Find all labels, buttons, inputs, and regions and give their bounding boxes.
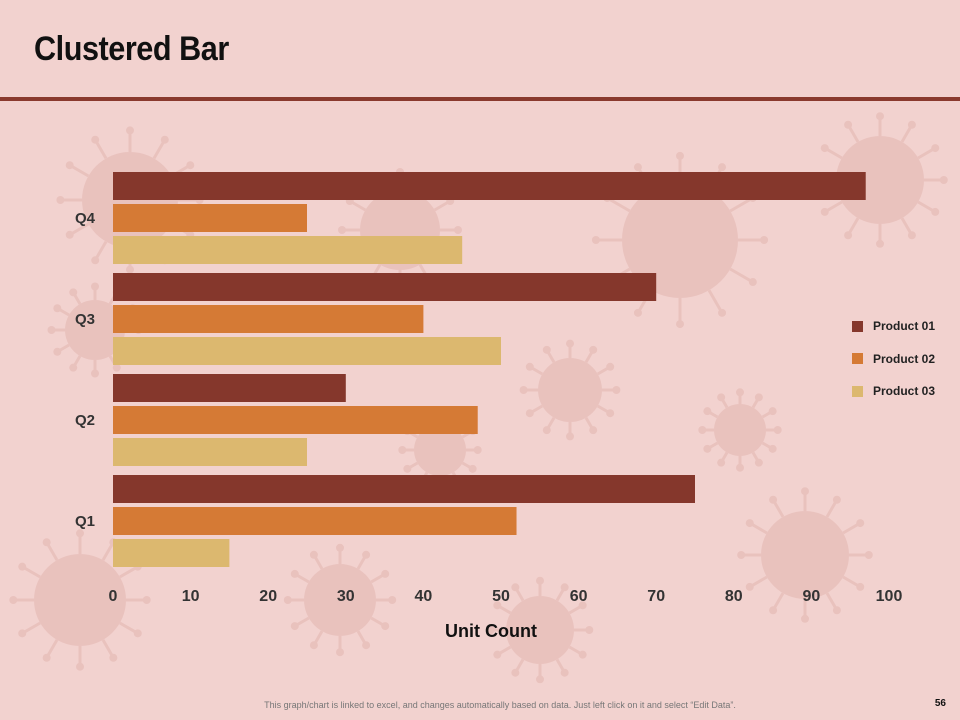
legend-item-product-03: Product 03 xyxy=(852,383,935,399)
bar-q1-product-02 xyxy=(113,507,517,535)
legend-swatch xyxy=(852,320,863,332)
bar-q4-product-02 xyxy=(113,204,307,232)
footer-note: This graph/chart is linked to excel, and… xyxy=(264,700,736,710)
x-tick-label: 0 xyxy=(109,588,118,605)
x-tick-label: 10 xyxy=(182,588,200,605)
virus-decoration xyxy=(486,576,594,684)
page-number: 56 xyxy=(934,698,946,709)
bar-q4-product-01 xyxy=(113,172,866,200)
virus-decoration xyxy=(737,487,873,623)
slide-title: Clustered Bar xyxy=(34,30,229,68)
y-tick-label: Q1 xyxy=(75,513,95,530)
x-tick-label: 70 xyxy=(647,588,665,605)
legend-swatch xyxy=(852,353,863,364)
y-tick-label: Q4 xyxy=(75,210,96,227)
bar-q1-product-03 xyxy=(113,539,230,567)
x-axis-label: Unit Count xyxy=(445,621,537,641)
legend-label: Product 02 xyxy=(873,351,936,366)
bar-q3-product-03 xyxy=(113,337,501,365)
legend-item-product-02: Product 02 xyxy=(852,351,935,367)
bar-q1-product-01 xyxy=(113,475,695,503)
bar-q4-product-03 xyxy=(113,236,463,264)
x-tick-label: 80 xyxy=(725,588,743,605)
legend-label: Product 01 xyxy=(873,319,936,333)
bar-q3-product-02 xyxy=(113,305,424,333)
virus-decoration xyxy=(519,339,621,441)
bar-q3-product-01 xyxy=(113,273,657,301)
bar-q2-product-03 xyxy=(113,438,307,466)
legend-swatch xyxy=(852,385,863,397)
x-tick-label: 60 xyxy=(570,588,588,605)
legend-label: Product 03 xyxy=(873,384,936,398)
virus-decoration xyxy=(698,388,782,472)
x-tick-label: 100 xyxy=(876,588,903,605)
x-tick-label: 30 xyxy=(337,588,355,605)
x-tick-label: 90 xyxy=(803,588,821,605)
y-tick-label: Q2 xyxy=(75,412,95,429)
bar-q2-product-01 xyxy=(113,374,346,402)
x-tick-label: 50 xyxy=(492,588,510,605)
y-tick-label: Q3 xyxy=(75,311,95,328)
title-divider xyxy=(0,97,960,101)
x-tick-label: 20 xyxy=(259,588,277,605)
legend-item-product-01: Product 01 xyxy=(852,318,935,334)
x-tick-label: 40 xyxy=(415,588,433,605)
bar-q2-product-02 xyxy=(113,406,478,434)
chart-legend: Product 01 Product 02 Product 03 xyxy=(852,318,935,416)
virus-decoration xyxy=(283,543,397,657)
virus-decoration xyxy=(9,529,151,671)
